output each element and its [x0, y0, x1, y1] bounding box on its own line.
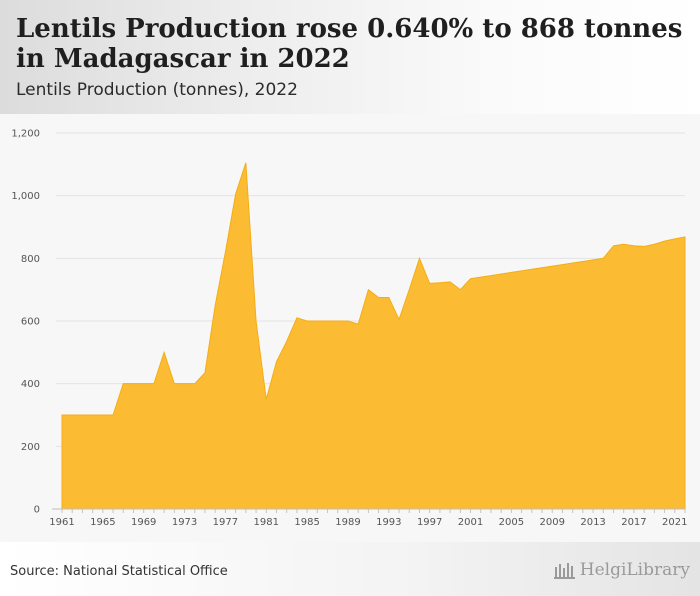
brand-logo[interactable]: HelgiLibrary	[553, 560, 690, 580]
x-tick-label: 2005	[499, 517, 524, 528]
area-series	[61, 162, 686, 510]
x-tick-label: 2001	[458, 517, 483, 528]
y-tick-label: 1,000	[11, 191, 40, 202]
y-tick-label: 0	[34, 505, 40, 516]
y-tick-label: 400	[21, 379, 40, 390]
x-tick-label: 1961	[49, 517, 74, 528]
x-axis: 1961 1965 1969 1973 1977 1981 1985 1989 1993 1997…	[49, 508, 688, 528]
x-tick-label: 1993	[376, 517, 401, 528]
y-axis: 0 200 400 600 800 1,000 1,200	[11, 129, 40, 516]
x-tick-label: 1969	[131, 517, 156, 528]
x-tick-label: 1981	[254, 517, 279, 528]
x-tick-label: 2013	[580, 517, 605, 528]
chart-title: Lentils Production rose 0.640% to 868 to…	[16, 14, 683, 74]
x-tick-label: 2021	[662, 517, 687, 528]
y-tick-label: 800	[21, 254, 40, 265]
chart-header: Lentils Production rose 0.640% to 868 to…	[0, 0, 700, 114]
y-tick-label: 200	[21, 442, 40, 453]
y-tick-label: 600	[21, 317, 40, 328]
x-tick-label: 1985	[294, 517, 319, 528]
x-tick-label: 1965	[90, 517, 115, 528]
x-tick-label: 1997	[417, 517, 442, 528]
area-chart: 1961 1965 1969 1973 1977 1981 1985 1989 1993 1997…	[11, 129, 688, 529]
x-tick-label: 1989	[335, 517, 360, 528]
x-tick-label: 2009	[540, 517, 565, 528]
helgi-library-logo-icon	[553, 563, 575, 579]
series-area	[61, 162, 686, 510]
chart-subtitle: Lentils Production (tonnes), 2022	[16, 80, 298, 100]
x-tick-label: 1973	[172, 517, 197, 528]
x-tick-label: 2017	[621, 517, 646, 528]
y-tick-label: 1,200	[11, 129, 40, 140]
x-tick-label: 1977	[213, 517, 238, 528]
chart-footer: Source: National Statistical Office Helg…	[0, 542, 700, 596]
brand-name: HelgiLibrary	[579, 560, 690, 580]
source-note: Source: National Statistical Office	[10, 564, 228, 579]
